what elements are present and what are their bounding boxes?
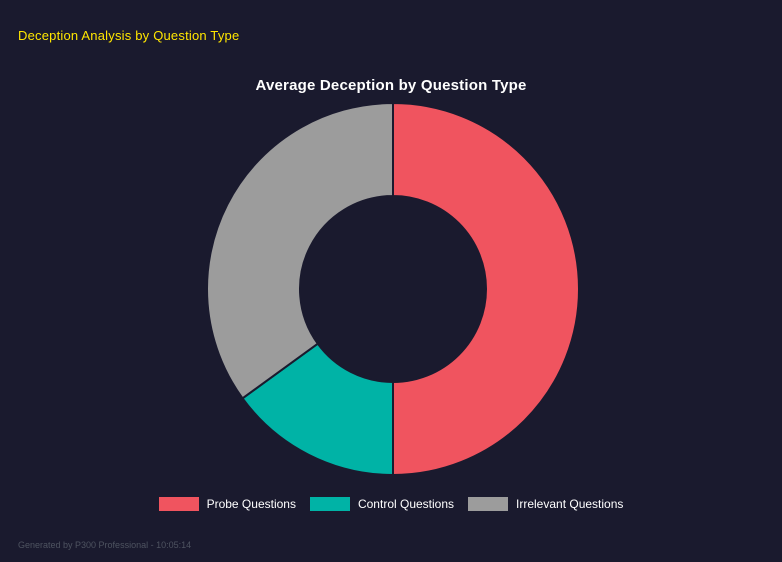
legend-swatch-control-questions [309,497,350,511]
donut-chart-area [203,99,583,479]
footer-note: Generated by P300 Professional - 10:05:1… [18,540,192,550]
legend-item-probe-questions[interactable]: Probe Questions [158,497,296,511]
donut-segment-probe-questions[interactable] [392,101,580,477]
page-title: Deception Analysis by Question Type [18,28,240,43]
donut-segment-irrelevant-questions[interactable] [206,101,394,400]
legend-swatch-irrelevant-questions [468,497,509,511]
chart-title: Average Deception by Question Type [255,77,527,94]
legend-label-control-questions: Control Questions [357,497,455,511]
chart-legend: Probe Questions Control Questions Irreleva… [0,497,782,511]
donut-chart [206,101,580,477]
legend-label-probe-questions: Probe Questions [206,497,296,511]
legend-label-irrelevant-questions: Irrelevant Questions [516,497,624,511]
legend-item-irrelevant-questions[interactable]: Irrelevant Questions [468,497,623,511]
donut-segment-control-questions[interactable] [241,342,394,477]
legend-swatch-probe-questions [158,497,199,511]
legend-item-control-questions[interactable]: Control Questions [309,497,455,511]
